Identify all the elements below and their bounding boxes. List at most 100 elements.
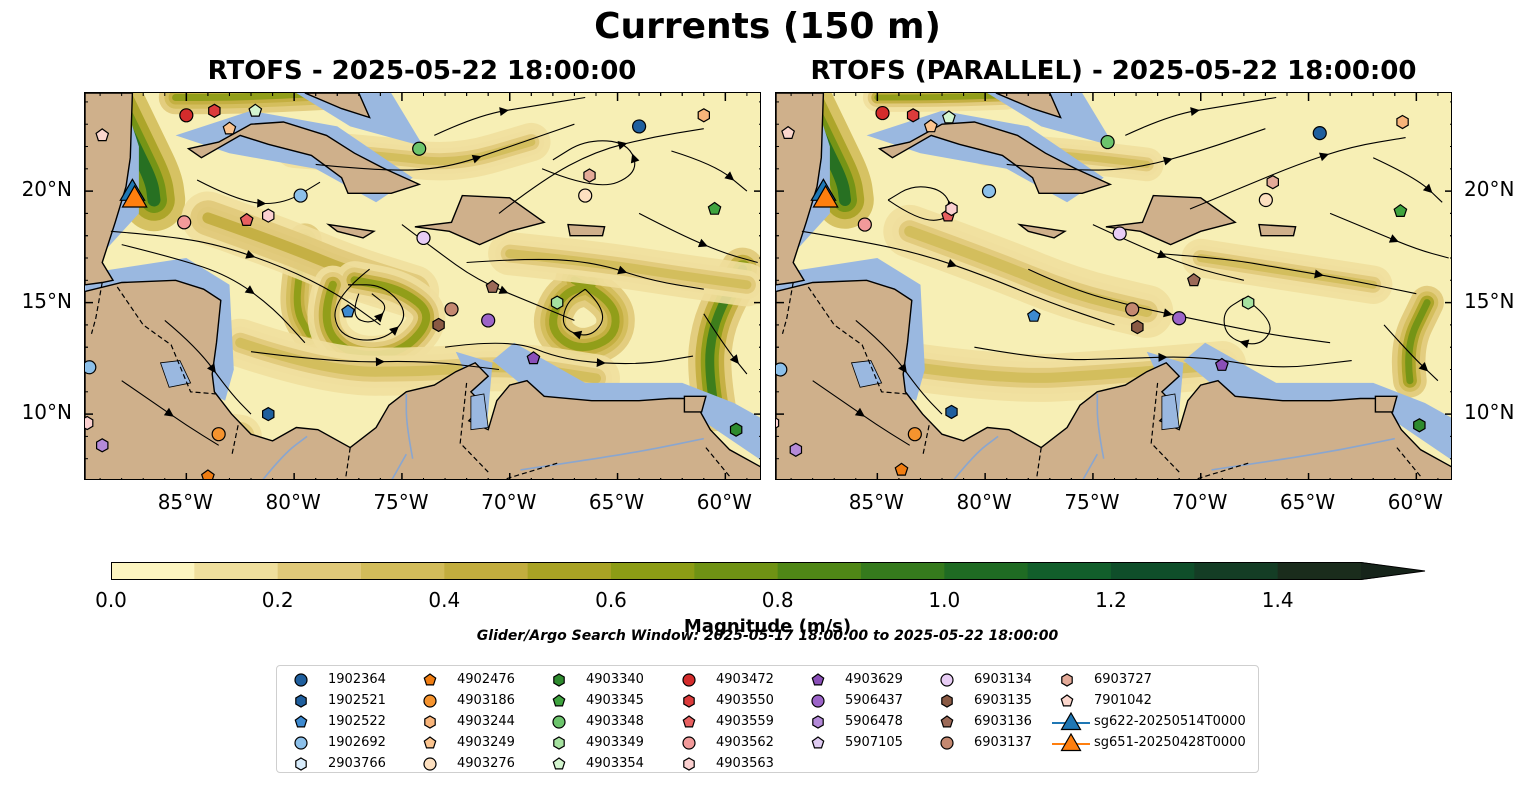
left-float-4903186 <box>211 427 226 442</box>
legend-marker-pentagon-icon <box>552 694 566 707</box>
legend-marker-pentagon-icon <box>1060 694 1074 707</box>
right-map-panel <box>775 92 1452 480</box>
right-streamline-arrow <box>1162 156 1173 166</box>
left-streamline-arrow <box>724 171 735 181</box>
legend-marker-pentagon-icon <box>811 736 825 749</box>
left-float-4903550 <box>208 103 221 118</box>
colorbar-tick-label: 0.6 <box>595 588 627 612</box>
legend-marker-hexagon-icon <box>295 757 307 771</box>
left-float-4902476 <box>200 469 215 479</box>
colorbar-tick-label: 1.4 <box>1261 588 1294 612</box>
left-streamline <box>401 224 575 321</box>
left-border <box>459 382 489 473</box>
legend-float-marker <box>940 715 954 728</box>
legend-marker-pentagon-icon <box>423 673 437 686</box>
legend-label: 4903186 <box>457 693 515 708</box>
right-float-5906478 <box>789 442 803 457</box>
right-land <box>1258 223 1297 237</box>
legend-glider-marker <box>1060 712 1082 731</box>
left-float-4903348 <box>412 141 427 156</box>
left-river <box>391 453 407 479</box>
left-float-4903244 <box>697 108 711 123</box>
left-streamline-arrow <box>498 285 509 294</box>
left-float-6903134 <box>416 230 431 246</box>
colorbar-outline <box>111 562 1426 580</box>
colorbar-segment <box>1027 562 1112 580</box>
left-land <box>567 223 606 237</box>
legend-marker-circle-icon <box>940 736 954 750</box>
figure-title: Currents (150 m) <box>594 6 941 47</box>
legend-float-marker <box>941 694 953 708</box>
legend-float-marker <box>812 715 824 729</box>
legend-marker-hexagon-icon <box>683 757 695 771</box>
legend-float-marker <box>294 736 308 750</box>
left-lake <box>470 393 489 431</box>
legend-label: 4903244 <box>457 714 515 729</box>
legend-marker-triangle-icon <box>1052 733 1090 752</box>
right-coastal-water <box>987 93 1115 147</box>
left-streamline <box>354 293 386 323</box>
right-float-4903562 <box>857 217 872 232</box>
left-coastal-water <box>296 93 424 147</box>
legend-label: 1902364 <box>328 672 386 687</box>
colorbar-tick-label: 1.0 <box>928 588 961 612</box>
right-map-svg <box>776 93 1451 479</box>
legend-marker-circle-icon <box>423 694 437 708</box>
left-streamline-arrow <box>729 354 739 365</box>
legend-marker-hexagon-icon <box>941 694 953 708</box>
colorbar-segment <box>194 562 279 580</box>
right-lon-label: 85°W <box>848 490 904 514</box>
right-streamline-arrow <box>947 259 958 268</box>
right-float-4902476 <box>894 462 909 476</box>
right-float-4903244 <box>1396 114 1409 130</box>
right-river <box>1082 453 1098 479</box>
left-lat-label: 15°N <box>21 288 72 313</box>
left-streamline <box>334 268 405 341</box>
right-lat-label: 20°N <box>1464 177 1515 202</box>
colorbar-segment <box>861 562 945 580</box>
legend-marker-circle-icon <box>552 715 566 729</box>
left-lon-label: 75°W <box>373 490 429 514</box>
right-border <box>807 286 908 395</box>
left-lake <box>159 360 192 388</box>
left-map-panel <box>84 92 761 480</box>
colorbar-segment <box>527 562 612 580</box>
left-lat-label: 20°N <box>21 177 72 202</box>
legend-float-marker <box>683 757 695 771</box>
left-border <box>116 286 217 395</box>
legend-marker-circle-icon <box>940 673 954 687</box>
legend-label: 1902692 <box>328 735 386 750</box>
legend-label: 1902522 <box>328 714 386 729</box>
legend-label: 2903766 <box>328 756 386 771</box>
right-border <box>781 282 794 334</box>
right-float-1902522 <box>1026 308 1041 322</box>
right-streamline <box>1006 128 1266 171</box>
colorbar-segment <box>944 562 1029 580</box>
left-streamline-arrow <box>499 107 509 116</box>
legend-float-marker <box>424 715 436 729</box>
legend-marker-pentagon-icon <box>682 715 696 728</box>
left-border <box>503 462 558 479</box>
right-float-7901042 <box>781 125 796 140</box>
legend-marker-hexagon-icon <box>295 694 307 708</box>
left-float-4903562 <box>177 215 192 230</box>
legend-float-marker <box>683 694 695 708</box>
legend-marker-circle-icon <box>811 694 825 708</box>
legend-label: 4903348 <box>586 714 644 729</box>
left-float-1902522 <box>341 304 355 318</box>
right-border <box>1036 447 1042 477</box>
legend-marker-hexagon-icon <box>1061 673 1073 687</box>
legend-label: 4902476 <box>457 672 515 687</box>
left-river <box>262 435 308 479</box>
right-float-4903249 <box>923 119 938 133</box>
right-lake <box>850 360 883 388</box>
legend-marker-hexagon-icon <box>683 694 695 708</box>
legend-marker-pentagon-icon <box>940 715 954 728</box>
legend-label: 4903629 <box>845 672 903 687</box>
left-float-5906478 <box>96 438 109 453</box>
legend-float-marker <box>553 673 565 687</box>
legend-marker-pentagon-icon <box>294 715 308 728</box>
right-border <box>1150 382 1180 473</box>
left-float-6903136 <box>485 279 500 293</box>
right-border <box>922 425 930 457</box>
